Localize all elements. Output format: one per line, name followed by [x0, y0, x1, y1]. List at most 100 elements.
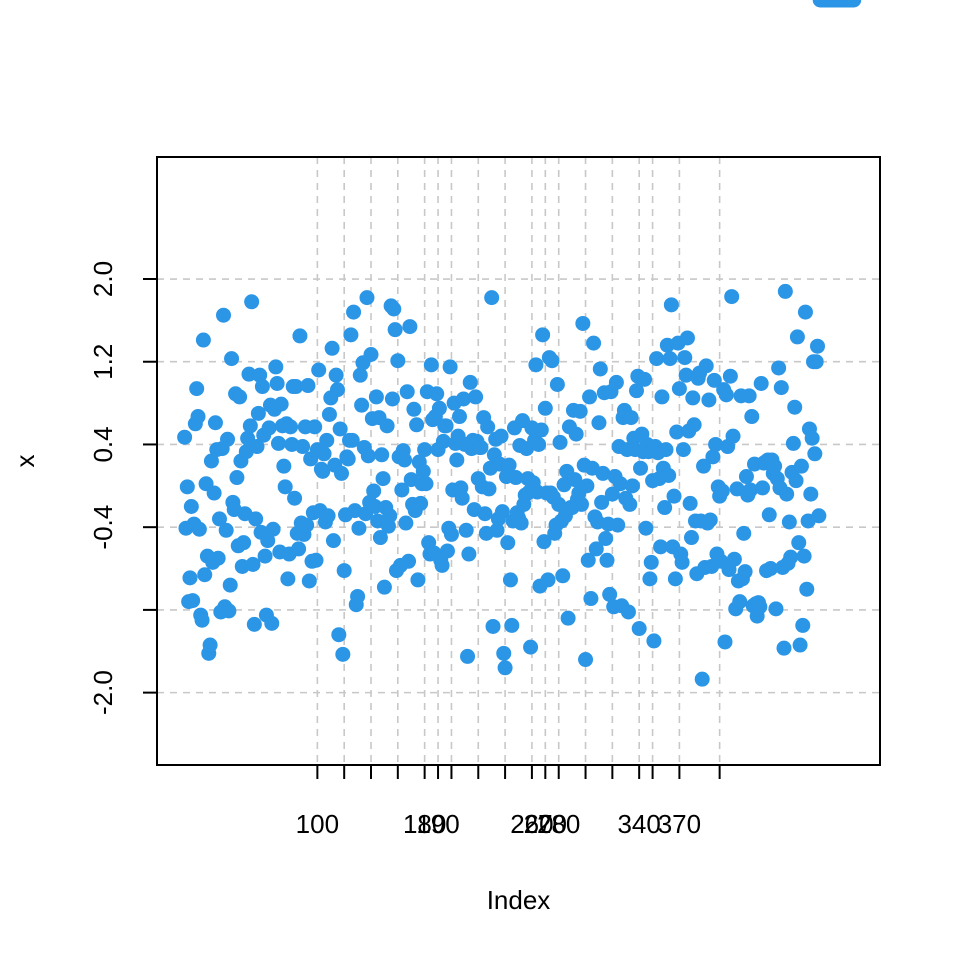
data-point: [642, 571, 658, 587]
data-point: [513, 515, 529, 531]
data-point: [300, 378, 316, 394]
data-point: [332, 421, 348, 437]
data-point: [574, 496, 590, 512]
data-point: [560, 610, 576, 626]
data-point: [575, 315, 591, 331]
data-point: [804, 430, 820, 446]
x-tick-label: 280: [537, 809, 580, 839]
data-point: [216, 307, 232, 323]
data-point: [321, 406, 337, 422]
data-point: [390, 353, 406, 369]
data-point: [706, 372, 722, 388]
data-point: [301, 573, 317, 589]
data-point: [207, 415, 223, 431]
y-tick-label: -2.0: [88, 670, 118, 715]
data-point: [792, 637, 808, 653]
data-point: [551, 496, 567, 512]
data-point: [810, 338, 826, 354]
data-point: [523, 639, 539, 655]
data-point: [807, 446, 823, 462]
data-point: [291, 541, 307, 557]
data-point: [363, 346, 379, 362]
data-point: [555, 568, 571, 584]
data-point: [686, 417, 702, 433]
data-point: [540, 572, 556, 588]
data-point: [324, 340, 340, 356]
data-point: [454, 490, 470, 506]
data-point: [578, 652, 594, 668]
data-point: [366, 483, 382, 499]
data-point: [504, 617, 520, 633]
data-point: [206, 485, 222, 501]
data-point: [502, 572, 518, 588]
data-point: [276, 458, 292, 474]
data-point: [443, 526, 459, 542]
data-point: [663, 297, 679, 313]
data-point: [497, 660, 513, 676]
y-tick-label: 0.4: [88, 426, 118, 462]
data-point: [572, 403, 588, 419]
x-tick-label: 370: [658, 809, 701, 839]
y-tick-label: -0.4: [88, 505, 118, 550]
x-tick-label: 340: [617, 809, 660, 839]
data-point: [694, 671, 710, 687]
data-point: [685, 390, 701, 406]
data-point: [579, 478, 595, 494]
data-point: [268, 359, 284, 375]
data-point: [211, 511, 227, 527]
data-point: [224, 351, 240, 367]
data-point: [252, 367, 268, 383]
data-point: [221, 603, 237, 619]
data-point: [544, 353, 560, 369]
data-point: [628, 383, 644, 399]
data-point: [462, 374, 478, 390]
data-point: [257, 548, 273, 564]
data-point: [789, 329, 805, 345]
data-points: [177, 0, 862, 687]
data-point: [643, 554, 659, 570]
data-point: [210, 550, 226, 566]
data-point: [595, 465, 611, 481]
data-point: [202, 637, 218, 653]
data-point: [696, 458, 712, 474]
data-point: [438, 418, 454, 434]
data-point: [387, 322, 403, 338]
data-point: [435, 433, 451, 449]
data-point: [429, 386, 445, 402]
data-point: [732, 594, 748, 610]
x-tick-label: 270: [524, 809, 567, 839]
data-point: [270, 435, 286, 451]
data-point: [598, 531, 614, 547]
data-point: [736, 525, 752, 541]
data-point: [666, 488, 682, 504]
data-point: [761, 507, 777, 523]
data-point: [657, 500, 673, 516]
data-point: [846, 0, 862, 8]
data-point: [591, 415, 607, 431]
data-point: [477, 506, 493, 522]
data-point: [489, 522, 505, 538]
data-point: [552, 434, 568, 450]
data-point: [788, 473, 804, 489]
data-point: [315, 463, 331, 479]
data-point: [771, 360, 787, 376]
x-tick-label: 180: [403, 809, 446, 839]
data-point: [777, 283, 793, 299]
data-point: [500, 535, 516, 551]
data-point: [352, 367, 368, 383]
data-point: [265, 521, 281, 537]
data-point: [654, 389, 670, 405]
data-point: [620, 604, 636, 620]
data-point: [229, 470, 245, 486]
data-point: [755, 480, 771, 496]
data-point: [460, 648, 476, 664]
data-point: [768, 601, 784, 617]
data-point: [726, 551, 742, 567]
data-point: [808, 354, 824, 370]
data-point: [742, 482, 758, 498]
data-point: [582, 389, 598, 405]
x-tick-label: 190: [416, 809, 459, 839]
data-point: [588, 541, 604, 557]
data-point: [336, 563, 352, 579]
data-point: [811, 508, 827, 524]
